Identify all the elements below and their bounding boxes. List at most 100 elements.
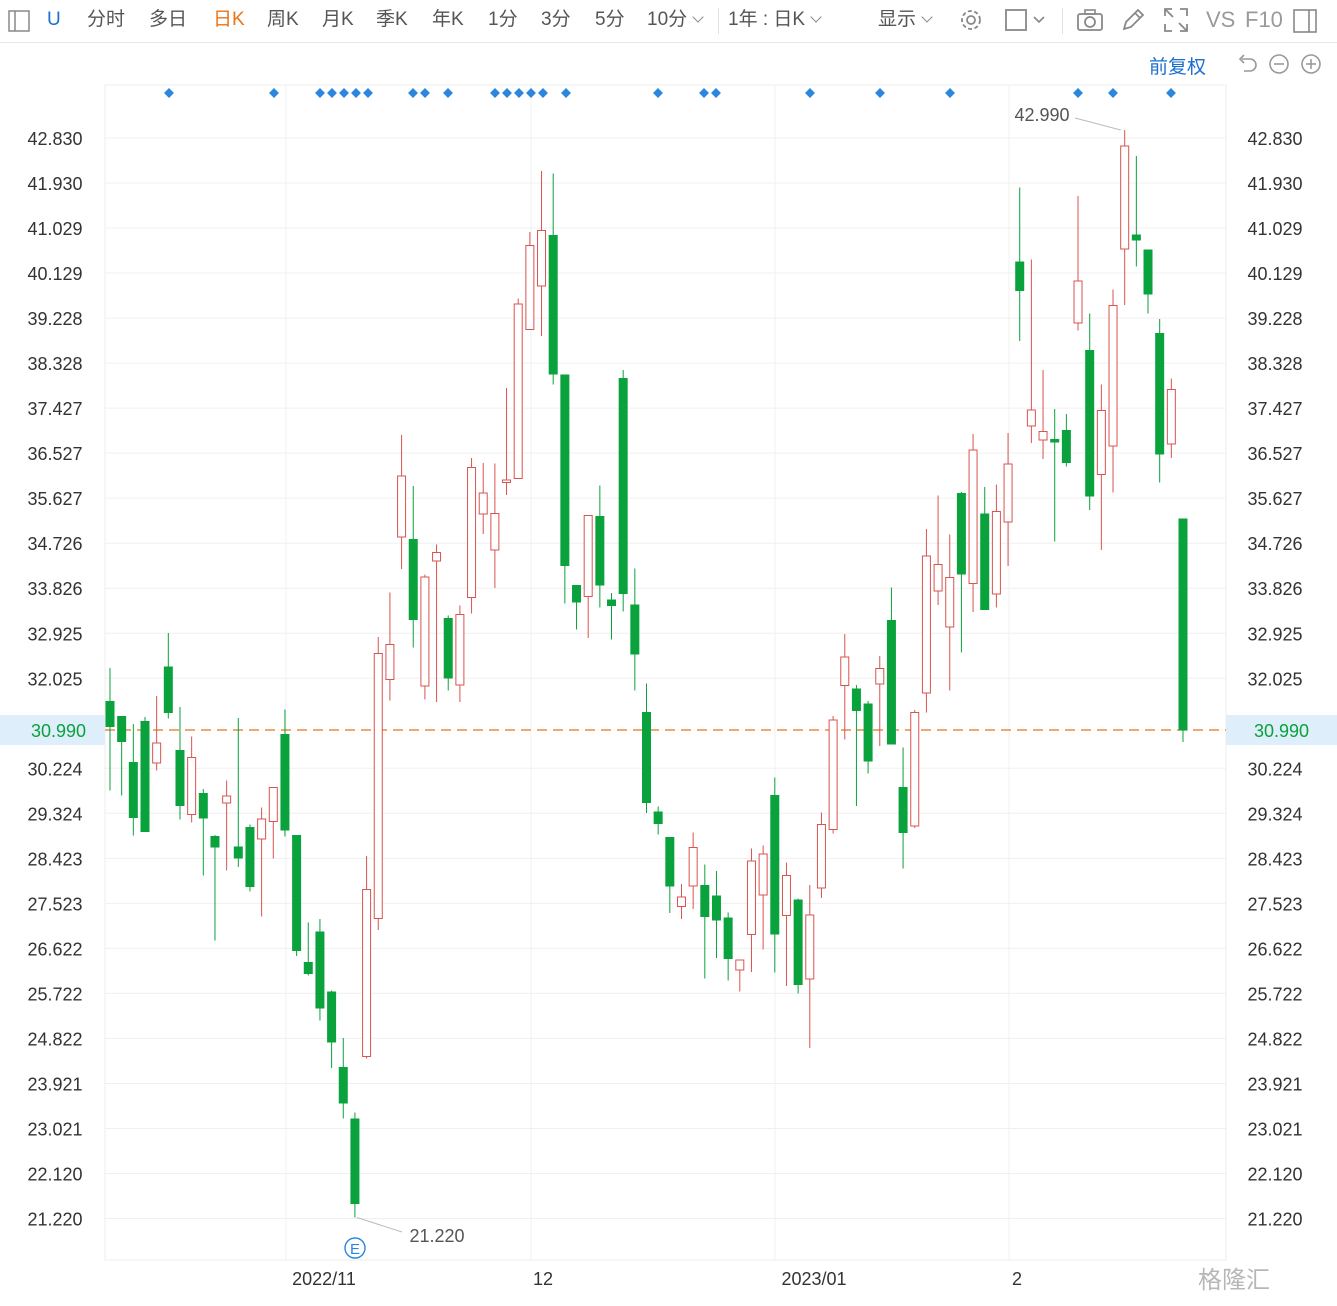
y-tick-label-left: 29.324 [27, 804, 82, 824]
candle [198, 789, 208, 876]
candle [1015, 187, 1025, 341]
f10-button[interactable]: F10 [1245, 7, 1283, 32]
candle-body [327, 991, 337, 1043]
y-tick-label-left: 38.328 [27, 354, 82, 374]
period-tab-3min[interactable]: 3分 [541, 9, 571, 30]
candle [746, 848, 756, 972]
candle-body [898, 787, 908, 833]
period-tab-quarterly[interactable]: 季K [376, 9, 408, 30]
y-tick-label-right: 34.726 [1247, 534, 1302, 554]
candle-body [1131, 234, 1141, 241]
symbol-label[interactable]: U [47, 9, 61, 30]
candle [455, 605, 465, 702]
event-dot [875, 88, 885, 98]
candle-body [128, 762, 138, 818]
x-tick-label: 2 [1012, 1269, 1022, 1289]
period-tab-intraday[interactable]: 分时 [87, 9, 126, 30]
x-tick-label: 12 [533, 1269, 553, 1289]
candle [385, 592, 395, 701]
pencil-icon[interactable] [1119, 6, 1147, 34]
candle [1166, 378, 1176, 458]
y-tick-label-right: 41.029 [1247, 219, 1302, 239]
last-price-badge-bg [1226, 715, 1337, 745]
candle-body [886, 620, 896, 745]
candle-body [1073, 280, 1083, 324]
candle [653, 806, 663, 835]
candle [233, 718, 243, 867]
earnings-marker: E [344, 1237, 366, 1259]
candle-body [420, 576, 430, 687]
zoom-in-icon[interactable] [1300, 53, 1322, 75]
zoom-out-icon[interactable] [1268, 53, 1290, 75]
event-dot [269, 88, 279, 98]
event-dot [711, 88, 721, 98]
y-tick-label-left: 33.826 [27, 579, 82, 599]
candle [642, 683, 651, 813]
undo-icon[interactable] [1236, 53, 1258, 75]
candle [222, 780, 232, 871]
candle-body [490, 513, 500, 551]
sidebar-toggle-icon[interactable] [7, 9, 31, 33]
range-select[interactable]: 1年 : 日K [728, 0, 822, 42]
candle [560, 374, 570, 604]
candle [397, 435, 407, 569]
candle-body [152, 742, 162, 764]
camera-icon[interactable] [1076, 6, 1104, 34]
candle [723, 912, 733, 981]
candle [688, 832, 698, 909]
event-dot [339, 88, 349, 98]
period-tab-weekly[interactable]: 周K [267, 9, 299, 30]
candle-body [676, 896, 686, 907]
event-dot [538, 88, 548, 98]
candle-body [268, 787, 278, 822]
period-tab-daily[interactable]: 日K [213, 9, 245, 30]
candles [105, 130, 1188, 1218]
square-icon[interactable] [1004, 6, 1050, 34]
period-tab-yearly[interactable]: 年K [432, 9, 464, 30]
period-tab-monthly[interactable]: 月K [322, 9, 354, 30]
display-menu[interactable]: 显示 [878, 0, 933, 42]
y-tick-label-right: 32.025 [1247, 669, 1302, 689]
candle-body [595, 516, 605, 586]
candle [991, 484, 1001, 608]
candle [630, 568, 640, 691]
y-tick-label-left: 37.427 [27, 399, 82, 419]
axes: 42.830 42.830 41.930 41.930 41.029 41.029 40.1… [27, 129, 1302, 1289]
period-tab-multiday[interactable]: 多日 [149, 9, 188, 30]
candle-body [572, 585, 582, 603]
fullscreen-icon[interactable] [1162, 6, 1190, 34]
candle-body [513, 303, 523, 479]
panel-icon[interactable] [1292, 8, 1318, 34]
candle [537, 171, 547, 336]
candle [373, 637, 383, 930]
candle [805, 885, 815, 1048]
event-dot [1166, 88, 1176, 98]
y-tick-label-left: 41.029 [27, 219, 82, 239]
period-tab-10min[interactable]: 10分 [647, 0, 704, 42]
candle-body [187, 757, 197, 815]
gear-icon[interactable] [957, 6, 985, 34]
candle [735, 959, 745, 992]
period-tab-1min[interactable]: 1分 [488, 9, 518, 30]
event-dot [363, 88, 373, 98]
candle [117, 716, 127, 796]
candle-body [1155, 333, 1165, 455]
candle [478, 463, 488, 534]
candle-body [455, 614, 465, 686]
candle [1073, 196, 1083, 331]
price-adjust-button[interactable]: 前复权 [1149, 57, 1207, 78]
candle [700, 864, 710, 979]
y-tick-label-right: 27.523 [1247, 894, 1302, 914]
candle-body [805, 914, 815, 980]
candle-body [548, 235, 558, 375]
candle-body [478, 492, 488, 515]
toolbar: U 分时 多日 日K 周K 月K 季K 年K 1分 3分 5分 10分 1年 :… [0, 0, 1337, 43]
y-tick-label-left: 42.830 [27, 129, 82, 149]
candle [163, 633, 173, 719]
candle-body [875, 668, 885, 685]
y-tick-label-right: 30.224 [1247, 759, 1302, 779]
vs-button[interactable]: VS [1206, 7, 1236, 32]
candle [793, 898, 803, 994]
period-tab-5min[interactable]: 5分 [595, 9, 625, 30]
